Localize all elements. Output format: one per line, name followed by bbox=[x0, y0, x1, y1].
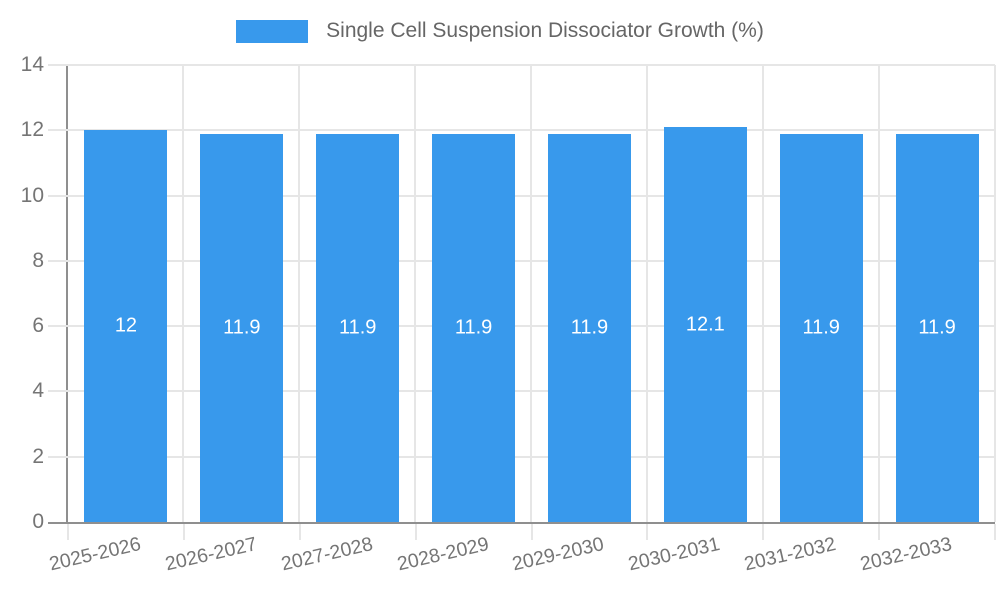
y-axis-tick-label: 10 bbox=[20, 183, 44, 207]
tick-mark bbox=[67, 524, 69, 540]
y-axis-tick-label: 2 bbox=[32, 444, 44, 468]
bar-value-label: 11.9 bbox=[918, 316, 956, 339]
bar[interactable]: 12 bbox=[84, 130, 168, 522]
y-axis-tick-label: 0 bbox=[32, 510, 44, 533]
gridline bbox=[182, 65, 185, 522]
bar-value-label: 12 bbox=[114, 314, 138, 337]
tick-mark bbox=[530, 524, 533, 540]
y-axis-tick-label: 4 bbox=[32, 379, 44, 403]
tick-mark bbox=[48, 390, 68, 393]
bar-value-label: 11.9 bbox=[223, 316, 261, 339]
tick-mark bbox=[48, 455, 68, 458]
y-axis-tick-label: 12 bbox=[20, 118, 44, 142]
gridline bbox=[414, 65, 417, 522]
tick-mark bbox=[762, 524, 765, 540]
tick-mark bbox=[646, 524, 649, 540]
tick-mark bbox=[48, 129, 68, 132]
bar-value-label: 11.9 bbox=[570, 316, 609, 339]
x-axis-line bbox=[48, 522, 995, 524]
legend-label: Single Cell Suspension Dissociator Growt… bbox=[326, 19, 764, 42]
tick-mark bbox=[298, 524, 301, 540]
bar[interactable]: 11.9 bbox=[547, 133, 631, 522]
tick-mark bbox=[414, 524, 417, 540]
y-axis-line bbox=[66, 65, 68, 523]
y-axis-tick-label: 8 bbox=[32, 248, 44, 272]
bar[interactable]: 11.9 bbox=[895, 133, 979, 522]
chart-legend[interactable]: Single Cell Suspension Dissociator Growt… bbox=[0, 19, 1000, 43]
tick-mark bbox=[48, 64, 68, 66]
plot-area: 12 11.9 11.9 11.9 11.9 12.1 11.9 11.9 bbox=[68, 64, 996, 522]
gridline bbox=[761, 65, 764, 522]
gridline bbox=[530, 65, 532, 522]
bar[interactable]: 11.9 bbox=[200, 133, 284, 522]
gridline bbox=[645, 65, 648, 522]
bar[interactable]: 11.9 bbox=[316, 133, 400, 522]
bar-value-label: 12.1 bbox=[685, 313, 725, 335]
tick-mark bbox=[878, 524, 881, 540]
gridline bbox=[298, 65, 301, 522]
bar[interactable]: 11.9 bbox=[432, 133, 516, 522]
tick-mark bbox=[48, 194, 68, 197]
bar[interactable]: 11.9 bbox=[779, 133, 863, 522]
y-axis-tick-label: 6 bbox=[32, 314, 44, 338]
tick-mark bbox=[48, 325, 68, 328]
bar[interactable]: 12.1 bbox=[663, 127, 747, 522]
bar-value-label: 11.9 bbox=[454, 316, 493, 339]
gridline bbox=[877, 65, 880, 522]
bar-value-label: 11.9 bbox=[802, 316, 840, 339]
legend-swatch[interactable] bbox=[236, 19, 309, 43]
tick-mark bbox=[182, 524, 185, 540]
bar-value-label: 11.9 bbox=[338, 316, 377, 339]
tick-mark bbox=[48, 259, 68, 262]
tick-mark bbox=[994, 524, 996, 540]
gridline bbox=[993, 65, 996, 522]
y-axis-tick-label: 14 bbox=[20, 53, 44, 76]
